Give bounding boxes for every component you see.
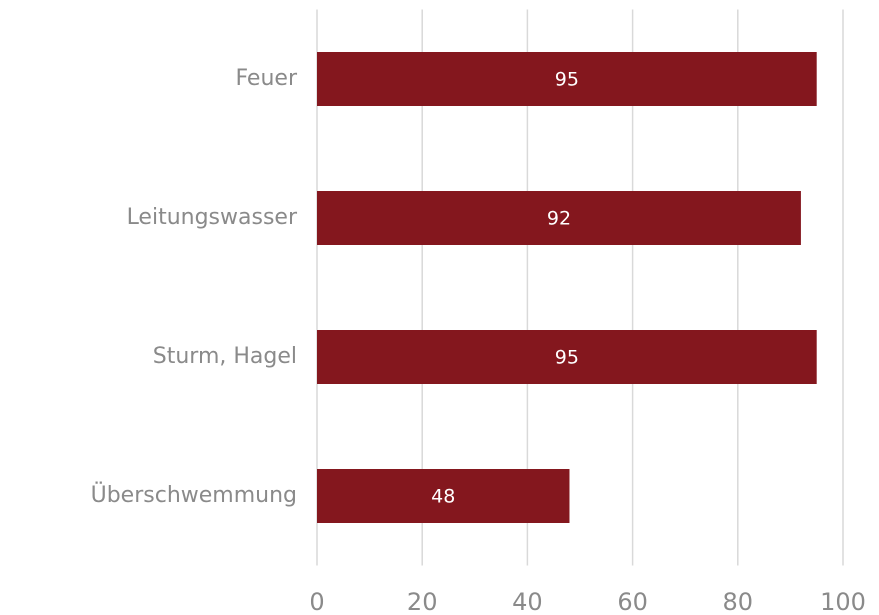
bar xyxy=(317,191,801,245)
x-tick-label: 100 xyxy=(820,588,866,615)
x-tick-label: 20 xyxy=(407,588,438,615)
y-tick-label: Überschwemmung xyxy=(91,482,297,508)
value-label: 95 xyxy=(555,69,579,91)
x-tick-label: 0 xyxy=(309,588,324,615)
x-tick-label: 40 xyxy=(512,588,543,615)
x-tick-label: 80 xyxy=(723,588,754,615)
bar xyxy=(317,330,817,384)
y-tick-label: Sturm, Hagel xyxy=(153,344,297,369)
value-label: 95 xyxy=(555,347,579,369)
bar xyxy=(317,469,570,523)
y-tick-label: Feuer xyxy=(235,66,297,91)
bar xyxy=(317,52,817,106)
y-tick-label: Leitungswasser xyxy=(127,205,298,230)
x-tick-label: 60 xyxy=(617,588,648,615)
value-label: 48 xyxy=(431,486,455,508)
value-label: 92 xyxy=(547,208,571,230)
